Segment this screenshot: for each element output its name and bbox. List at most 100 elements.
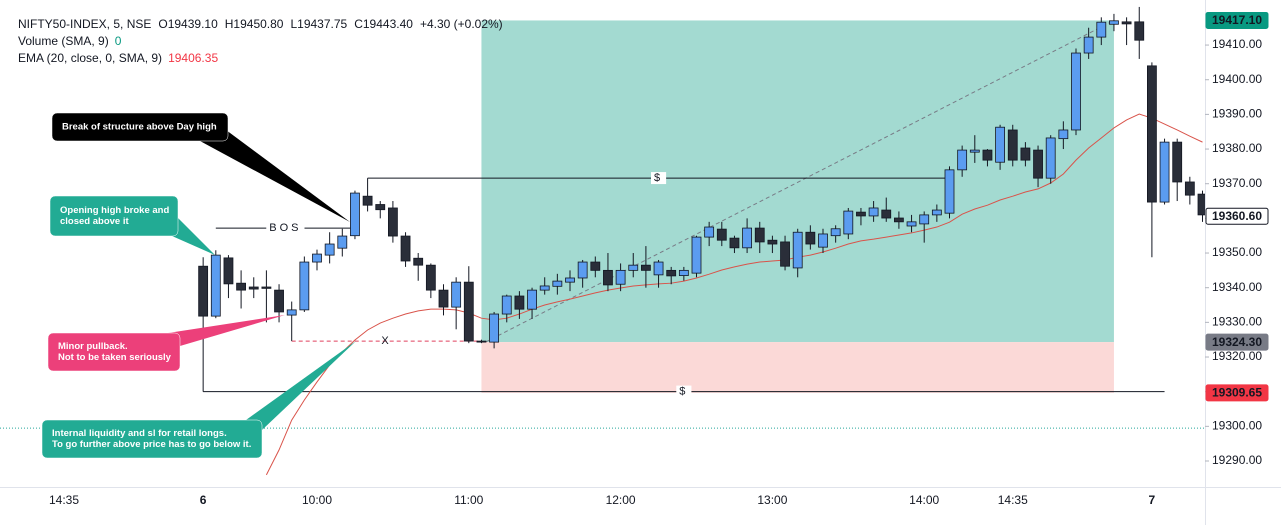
x-tick-label: 13:00	[757, 493, 787, 507]
x-tick-label: 11:00	[454, 493, 483, 507]
candle-body	[995, 126, 1005, 163]
y-tick-label: 19370.00	[1212, 176, 1262, 190]
callout-text: Not to be taken seriously	[58, 352, 172, 363]
candle-body	[387, 207, 398, 237]
y-tick-label: 19320.00	[1212, 349, 1262, 363]
profit-zone	[481, 20, 1114, 343]
candle-body	[641, 264, 651, 271]
candle-body	[337, 235, 348, 249]
candle-body	[1020, 147, 1031, 161]
y-tick-label: 19390.00	[1212, 107, 1262, 121]
x-tick-label: 6	[200, 493, 207, 507]
candle-body	[248, 286, 259, 290]
callout-pointer	[200, 127, 350, 222]
level-label: $	[654, 172, 663, 184]
candle-body	[691, 236, 702, 274]
x-tick-label: 7	[1149, 493, 1156, 507]
ema-line	[265, 113, 1203, 476]
candle-body	[805, 231, 816, 245]
candle-body	[223, 257, 234, 285]
candle-body	[425, 264, 436, 291]
level-label: X	[381, 335, 391, 347]
ohlc-value: H19450.80	[225, 17, 284, 31]
y-tick-label: 19330.00	[1212, 315, 1262, 329]
candle-body	[539, 285, 550, 291]
candle-body	[400, 235, 411, 262]
symbol: NIFTY50-INDEX, 5, NSE	[18, 17, 151, 31]
x-tick-label: 12:00	[606, 493, 636, 507]
y-tick-label: 19290.00	[1212, 453, 1262, 467]
candle-body	[1058, 129, 1069, 140]
position-path	[485, 20, 1115, 343]
y-tick-label: 19410.00	[1212, 37, 1262, 51]
candle-body	[438, 289, 449, 308]
change: +4.30 (+0.02%)	[420, 17, 503, 31]
callout-text: Internal liquidity and sl for retail lon…	[52, 428, 227, 439]
price-tag	[1205, 11, 1269, 29]
candle-body	[1134, 21, 1145, 41]
candle-body	[375, 204, 386, 211]
y-tick-label: 19380.00	[1212, 141, 1262, 155]
callout-text: Minor pullback.	[58, 341, 128, 352]
candle-body	[982, 149, 993, 161]
candle-body	[1071, 52, 1081, 131]
candle-body	[944, 169, 955, 214]
level-label: BOS	[269, 222, 301, 234]
price-tag-label: 19324.30	[1212, 335, 1262, 349]
candle-body	[792, 231, 803, 269]
candle-body	[451, 281, 462, 308]
loss-zone	[481, 342, 1114, 393]
candle-body	[1045, 137, 1056, 179]
candle-body	[210, 254, 221, 317]
candle-body	[514, 295, 525, 310]
candle-body	[830, 228, 841, 237]
callout-text: To go further above price has to go belo…	[52, 439, 251, 450]
callout-box	[51, 112, 229, 142]
candle-body	[1109, 20, 1119, 25]
candle-body	[931, 209, 942, 216]
callout-box	[47, 332, 181, 372]
x-tick-label: 10:00	[302, 493, 332, 507]
header: NIFTY50-INDEX, 5, NSE O19439.10 H19450.80 L…	[18, 17, 503, 31]
candle-body	[843, 210, 854, 235]
candle-body	[565, 277, 575, 283]
candle-body	[856, 211, 866, 217]
candle-body	[767, 239, 778, 245]
candle-body	[919, 214, 930, 225]
candle-body	[577, 261, 588, 279]
candle-body	[1083, 36, 1094, 54]
candle-body	[1159, 141, 1170, 203]
level-label-bg	[676, 385, 692, 398]
indicator-label: EMA (20, close, 0, SMA, 9)	[18, 51, 162, 65]
candle-body	[1172, 141, 1183, 183]
candle-body	[881, 209, 892, 219]
candle-body	[716, 228, 727, 241]
callout-box	[49, 195, 179, 237]
candle-body	[957, 149, 968, 171]
candle-body	[324, 243, 335, 256]
callout-pointer	[168, 315, 285, 346]
candle-body	[1197, 193, 1205, 216]
ohlc-value: O19439.10	[158, 17, 218, 31]
candle-body	[894, 217, 904, 223]
candle-body	[818, 233, 828, 248]
candle-body	[413, 257, 424, 266]
candle-body	[1033, 149, 1043, 179]
indicator: EMA (20, close, 0, SMA, 9) 19406.35	[18, 51, 218, 65]
callout-pointer	[246, 341, 356, 430]
candle-body	[274, 289, 284, 313]
candle-body	[1121, 21, 1132, 25]
y-tick-label: 19300.00	[1212, 419, 1262, 433]
candle-body	[780, 241, 790, 267]
callout-box	[41, 419, 263, 459]
candle-body	[590, 261, 601, 271]
level-label-bg	[650, 172, 667, 185]
candle-body	[489, 313, 500, 343]
x-tick-label: 14:00	[909, 493, 939, 507]
candle-body	[742, 227, 752, 249]
candle-body	[527, 289, 537, 310]
candle-body	[312, 253, 322, 263]
candle-body	[603, 269, 613, 286]
